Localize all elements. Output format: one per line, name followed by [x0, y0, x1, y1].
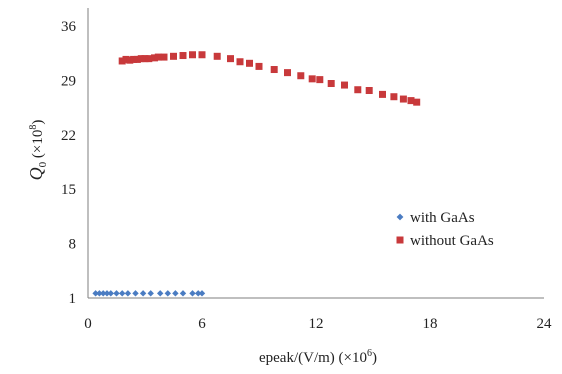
legend-entry-without-gaas: without GaAs: [396, 233, 494, 249]
data-point-diamond: [198, 290, 206, 297]
data-point-square: [137, 55, 145, 63]
legend: with GaAs without GaAs: [396, 210, 494, 249]
x-tick-label: 6: [198, 316, 206, 332]
data-point-square: [297, 72, 305, 80]
data-point-square: [236, 58, 244, 66]
data-point-diamond: [107, 290, 114, 297]
data-point-diamond: [147, 290, 154, 297]
data-point-square: [160, 53, 168, 61]
y-axis-multiplier: (×10: [30, 130, 46, 158]
y-tick-label: 15: [61, 182, 76, 198]
legend-marker-square: [396, 236, 404, 244]
series-with-gaas: [92, 290, 206, 297]
data-point-square: [354, 86, 362, 94]
legend-marker-diamond: [396, 213, 404, 221]
y-tick-label: 36: [61, 19, 77, 35]
series-without-gaas: [118, 51, 421, 106]
data-point-square: [189, 51, 196, 59]
y-tick-label: 22: [61, 128, 76, 144]
x-tick-labels: 0 6 12 18 24: [84, 316, 552, 332]
data-point-diamond: [100, 290, 107, 297]
data-point-square: [399, 95, 407, 103]
data-point-square: [179, 52, 187, 60]
data-point-square: [122, 55, 130, 63]
data-point-diamond: [132, 290, 139, 297]
data-point-diamond: [157, 290, 164, 297]
legend-label: without GaAs: [410, 233, 494, 249]
y-axis-title: Q0 (×108): [26, 120, 49, 181]
data-point-square: [246, 59, 253, 67]
data-point-square: [255, 62, 263, 70]
x-axis-title: epeak/(V/m) (×106): [259, 348, 377, 366]
data-point-square: [133, 55, 141, 63]
data-point-square: [316, 76, 324, 84]
data-point-diamond: [113, 290, 120, 297]
x-tick-label: 18: [423, 316, 438, 332]
data-point-square: [154, 53, 162, 61]
x-tick-label: 0: [84, 316, 92, 332]
data-point-square: [141, 55, 149, 63]
data-points: [92, 51, 421, 297]
data-point-diamond: [92, 290, 99, 297]
data-point-diamond: [172, 290, 179, 297]
data-point-square: [413, 98, 421, 106]
y-axis-multiplier-exp: 8: [28, 125, 39, 130]
data-point-diamond: [139, 290, 147, 297]
x-axis-multiplier-exp: 6: [367, 348, 372, 359]
data-point-square: [390, 93, 398, 101]
x-tick-label: 12: [309, 316, 324, 332]
data-point-diamond: [96, 290, 103, 297]
data-point-square: [145, 55, 153, 63]
legend-entry-with-gaas: with GaAs: [396, 210, 475, 226]
y-tick-label: 8: [69, 237, 77, 253]
data-point-square: [227, 55, 234, 63]
y-tick-label: 29: [61, 73, 76, 89]
data-point-square: [198, 51, 206, 59]
data-point-square: [365, 87, 373, 95]
data-point-square: [118, 57, 126, 65]
y-tick-labels: 1 8 15 22 29 36: [61, 19, 77, 307]
legend-label: with GaAs: [410, 210, 475, 226]
data-point-square: [341, 81, 348, 89]
y-axis-subscript: 0: [37, 161, 49, 167]
data-point-square: [213, 52, 221, 60]
data-point-square: [284, 69, 291, 77]
data-point-square: [327, 80, 335, 88]
x-axis-multiplier-close: ): [372, 350, 377, 366]
data-point-square: [407, 97, 415, 105]
data-point-diamond: [124, 290, 132, 297]
y-axis-symbol: Q: [26, 167, 46, 180]
data-point-square: [126, 56, 134, 64]
data-point-diamond: [195, 290, 202, 297]
y-axis-multiplier-close: ): [30, 120, 46, 125]
x-axis-label: epeak/(V/m): [259, 350, 335, 366]
y-tick-label: 1: [69, 291, 77, 307]
data-point-diamond: [119, 290, 126, 297]
data-point-square: [170, 52, 177, 60]
data-point-diamond: [189, 290, 196, 297]
data-point-square: [130, 55, 138, 63]
data-point-square: [308, 75, 316, 83]
data-point-square: [379, 90, 386, 98]
data-point-square: [270, 66, 278, 74]
data-point-square: [151, 54, 158, 62]
data-point-diamond: [164, 290, 171, 297]
data-point-diamond: [103, 290, 111, 297]
x-axis-multiplier: (×10: [339, 350, 367, 366]
axes: [87, 8, 544, 299]
x-tick-label: 24: [537, 316, 553, 332]
data-point-diamond: [179, 290, 187, 297]
